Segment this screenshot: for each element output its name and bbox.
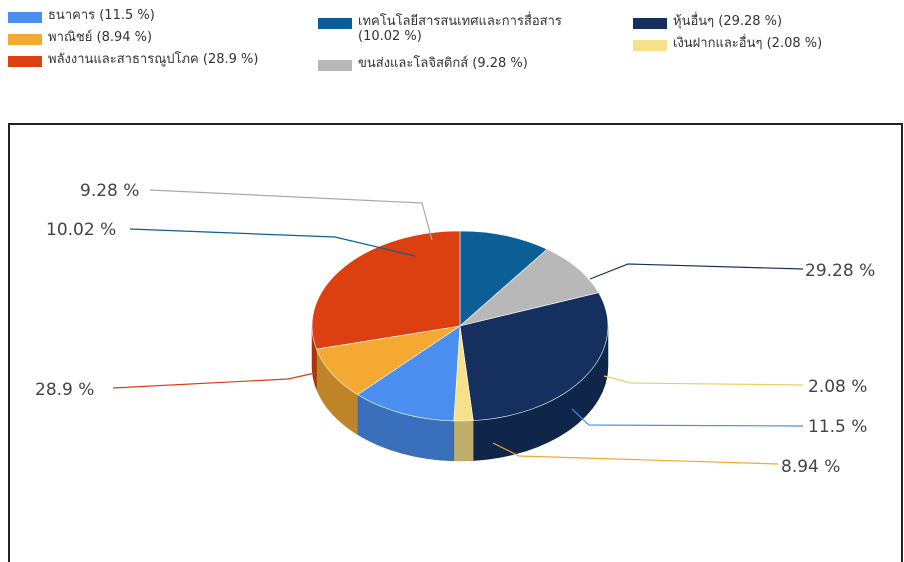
legend-swatch <box>633 40 667 51</box>
legend-label: เทคโนโลยีสารสนเทศและการสื่อสาร (10.02 %) <box>358 14 562 44</box>
legend-label: ธนาคาร (11.5 %) <box>48 8 155 23</box>
legend-label: หุ้นอื่นๆ (29.28 %) <box>673 14 783 29</box>
legend-item-logistics[interactable]: ขนส่งและโลจิสติกส์ (9.28 %) <box>318 56 548 71</box>
pie-slice <box>311 230 461 350</box>
legend-swatch <box>8 56 42 67</box>
legend-label: พาณิชย์ (8.94 %) <box>48 30 153 45</box>
leader-line <box>112 372 316 389</box>
leader-lines <box>112 189 804 465</box>
data-label: 8.94 % <box>781 457 840 477</box>
pie-slices <box>311 230 609 422</box>
legend-item-ict[interactable]: เทคโนโลยีสารสนเทศและการสื่อสาร (10.02 %) <box>318 14 598 44</box>
chart-legend: ธนาคาร (11.5 %) พาณิชย์ (8.94 %) พลังงาน… <box>0 0 904 110</box>
legend-item-commerce[interactable]: พาณิชย์ (8.94 %) <box>8 30 268 45</box>
legend-swatch <box>8 34 42 45</box>
leader-line <box>571 408 804 427</box>
data-label: 10.02 % <box>46 220 116 240</box>
pie-slice <box>459 248 600 327</box>
pie-slice <box>459 230 548 327</box>
pie-side-wall <box>453 420 474 462</box>
legend-item-energy[interactable]: พลังงานและสาธารณูปโภค (28.9 %) <box>8 52 278 67</box>
leader-line <box>589 263 804 280</box>
pie-slice <box>316 325 461 395</box>
legend-item-banking[interactable]: ธนาคาร (11.5 %) <box>8 8 268 23</box>
chart-frame <box>8 123 903 562</box>
pie-slice <box>357 325 461 422</box>
legend-item-deposits[interactable]: เงินฝากและอื่นๆ (2.08 %) <box>633 36 904 51</box>
legend-label: พลังงานและสาธารณูปโภค (28.9 %) <box>48 52 259 67</box>
data-label: 9.28 % <box>80 181 139 201</box>
data-label: 2.08 % <box>808 377 867 397</box>
leader-line <box>603 375 804 386</box>
pie-slice <box>459 292 609 421</box>
legend-swatch <box>318 18 352 29</box>
data-label: 29.28 % <box>805 261 875 281</box>
legend-swatch <box>8 12 42 23</box>
pie-side-walls <box>311 325 609 462</box>
legend-swatch <box>318 60 352 71</box>
data-labels: 11.5 % 8.94 % 28.9 % 10.02 % 9.28 % 29.28 % 2.… <box>35 181 875 477</box>
leader-line <box>149 189 433 241</box>
data-label: 28.9 % <box>35 380 94 400</box>
legend-item-other-stocks[interactable]: หุ้นอื่นๆ (29.28 %) <box>633 14 904 29</box>
leader-line <box>492 442 779 465</box>
legend-swatch <box>633 18 667 29</box>
legend-label: เงินฝากและอื่นๆ (2.08 %) <box>673 36 823 51</box>
data-label: 11.5 % <box>808 417 867 437</box>
leader-line <box>129 228 416 257</box>
legend-label: ขนส่งและโลจิสติกส์ (9.28 %) <box>358 56 528 71</box>
